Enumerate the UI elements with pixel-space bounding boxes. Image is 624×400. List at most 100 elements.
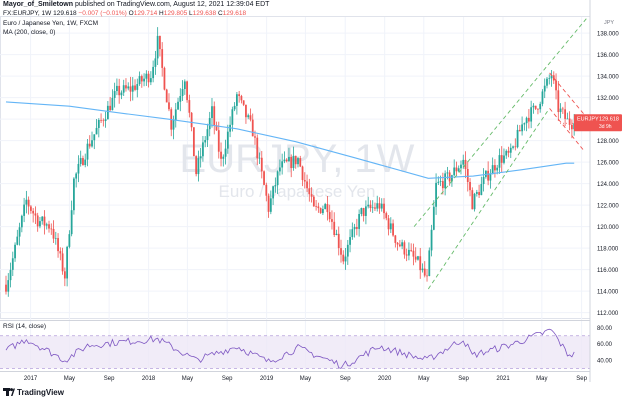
candle-body [245,104,247,118]
candle-body [231,109,234,125]
candle-body [568,118,571,125]
candle-body [371,207,374,209]
candle-body [566,118,569,120]
candle-body [32,210,35,214]
candle-body [113,91,116,98]
candle-body [480,184,483,196]
candle-body [54,238,57,239]
candle-body [383,203,385,214]
candle-body [394,235,397,243]
rsi-band [0,335,590,369]
candle-body [127,86,130,89]
candle-body [256,137,259,159]
candle-body [186,81,188,101]
symbol-label: FX:EURJPY, 1W [3,10,52,17]
time-tick-label: May [64,376,75,382]
candle-body [441,181,444,189]
candle-body [374,207,376,209]
price-tick-label: 122.000 [597,203,619,209]
candle-body [487,170,490,181]
watermark-name: Euro / Japanese Yen [219,182,376,201]
candle-body [202,142,204,157]
candle-body [233,105,236,110]
candle-body [308,188,311,195]
price-tick-label: 120.000 [597,225,619,231]
price-tick-label: 112.000 [597,311,619,317]
candle-body [552,75,555,81]
candle-body [224,148,227,157]
candle-body [217,130,220,152]
candle-body [564,109,567,119]
candle-body [14,244,16,259]
tradingview-brand: TradingView [3,388,64,397]
candle-body [288,156,290,162]
candle-body [190,112,193,128]
tradingview-logo-icon [3,388,15,396]
candle-body [116,85,118,92]
candle-body [315,206,318,207]
candle-body [100,119,102,121]
candle-body [523,123,526,125]
candle-body [537,108,539,110]
candle-body [324,204,327,209]
candle-body [303,180,306,182]
candle-body [548,78,551,79]
time-tick-label: 2017 [24,376,38,382]
candle-body [52,228,55,239]
candle-body [106,105,109,120]
candle-body [269,198,272,212]
candle-body [559,108,562,113]
candle-body [9,269,12,281]
candle-body [120,92,123,96]
candle-body [118,85,121,96]
rsi-legend[interactable]: RSI (14, close) [3,323,46,330]
candle-body [29,206,32,211]
candle-body [378,203,381,209]
candle-body [333,221,336,235]
trend-line-wedge-upper [549,72,585,116]
candle-body [514,146,517,148]
candle-body [414,256,417,260]
candle-body [249,115,252,120]
candle-body [521,124,523,132]
candle-body [260,157,263,172]
candle-body [59,251,62,254]
candle-body [376,203,379,209]
ma-200-line [5,101,575,179]
ma-legend[interactable]: MA (200, close, 0) [3,29,56,36]
candle-body [147,73,150,83]
time-tick-label: 2018 [142,376,156,382]
candle-body [283,159,286,162]
candle-body [73,178,75,211]
price-tick-label: 138.000 [597,31,619,37]
candle-body [430,229,433,251]
candle-body [197,158,200,175]
price-tick-label: 118.000 [597,246,619,252]
currency-label: JPY [604,20,614,26]
candle-body [478,192,480,196]
candle-body [267,195,270,212]
candle-body [174,109,177,121]
time-tick-label: 2019 [260,376,274,382]
candle-body [18,227,21,237]
candle-body [192,127,195,157]
candle-body [369,204,372,209]
candle-body [516,129,519,148]
candle-body [48,224,50,229]
candle-body [206,129,209,140]
candle-body [183,81,186,90]
candle-body [159,35,161,50]
candle-body [455,167,458,172]
axes: 112.000 114.000 116.000 118.000 120.000 122.0… [0,0,619,382]
candle-body [396,242,399,245]
candle-body [539,103,542,110]
symbol-description: Euro / Japanese Yen, 1W, FXCM [3,20,99,27]
candle-body [122,85,125,93]
candle-body [419,256,422,271]
candle-body [45,224,48,226]
candle-body [555,80,557,91]
candle-body [346,244,349,257]
candle-body [426,275,428,277]
time-tick-label: May [300,376,311,382]
